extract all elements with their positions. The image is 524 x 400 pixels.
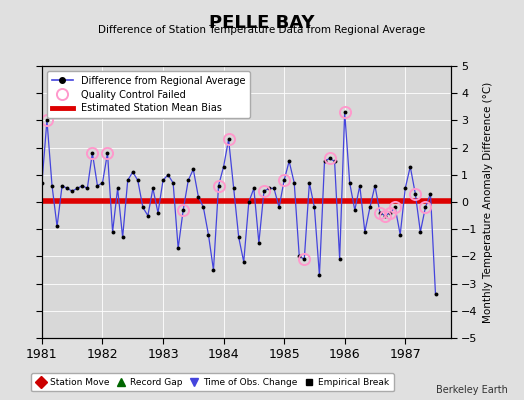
Legend: Station Move, Record Gap, Time of Obs. Change, Empirical Break: Station Move, Record Gap, Time of Obs. C… — [31, 374, 394, 392]
Y-axis label: Monthly Temperature Anomaly Difference (°C): Monthly Temperature Anomaly Difference (… — [483, 81, 493, 323]
Legend: Difference from Regional Average, Quality Control Failed, Estimated Station Mean: Difference from Regional Average, Qualit… — [47, 71, 250, 118]
Text: Berkeley Earth: Berkeley Earth — [436, 385, 508, 395]
Text: PELLE BAY: PELLE BAY — [209, 14, 315, 32]
Text: Difference of Station Temperature Data from Regional Average: Difference of Station Temperature Data f… — [99, 25, 425, 35]
